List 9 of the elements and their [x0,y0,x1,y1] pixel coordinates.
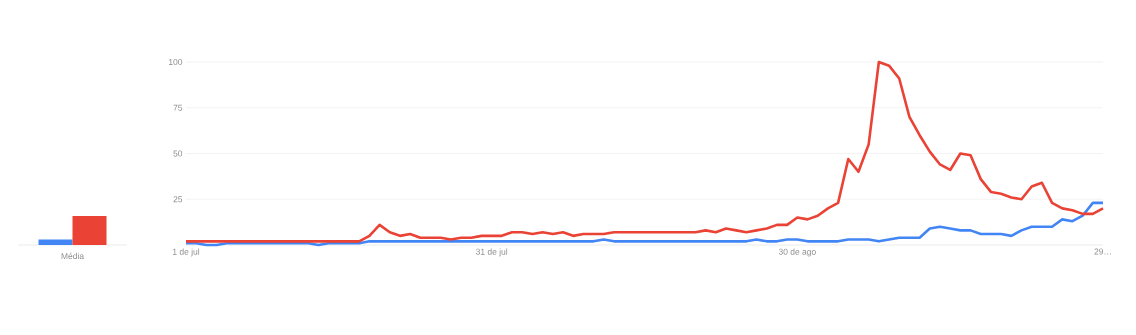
x-tick-label: 29… [1094,248,1111,255]
x-tick-label: 1 de jul [172,248,200,257]
x-tick-label: 31 de jul [475,248,508,257]
x-tick-label: 30 de ago [778,248,816,257]
y-tick-label: 75 [173,104,183,111]
y-tick-label: 25 [173,196,183,203]
x-tick-label: Média [61,252,85,260]
y-tick-label: 100 [168,59,183,65]
y-tick-label: 50 [173,150,183,157]
